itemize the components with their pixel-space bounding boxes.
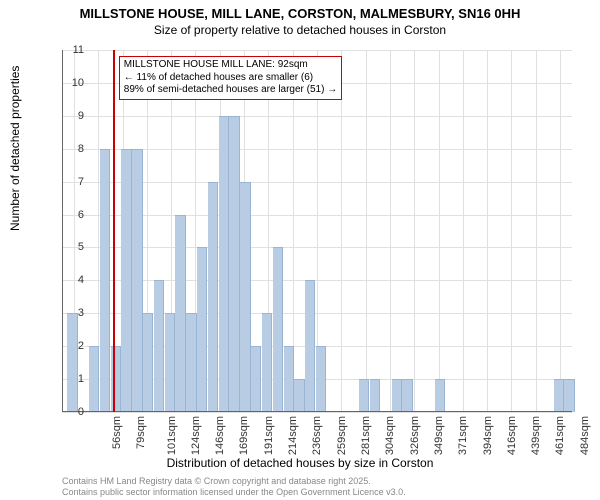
histogram-bar [392,379,402,412]
histogram-bar [359,379,369,412]
histogram-bar [175,215,185,412]
histogram-bar [305,280,315,412]
histogram-bar [316,346,326,412]
histogram-bar [251,346,261,412]
y-tick-label: 10 [72,77,84,89]
y-tick-label: 1 [78,373,84,385]
histogram-bar [197,247,207,412]
x-tick-label: 214sqm [287,416,299,455]
histogram-bar [402,379,412,412]
grid-line-v [439,50,440,412]
grid-line-v [463,50,464,412]
histogram-bar [229,116,239,412]
y-axis-line [62,50,63,412]
grid-line-v [390,50,391,412]
grid-line-v [487,50,488,412]
histogram-bar [143,313,153,412]
x-tick-label: 236sqm [312,416,324,455]
x-axis-label: Distribution of detached houses by size … [0,456,600,470]
y-tick-label: 0 [78,406,84,418]
histogram-bar [89,346,99,412]
grid-line-v [536,50,537,412]
grid-line-h [62,412,572,413]
y-tick-label: 11 [73,44,84,56]
x-tick-label: 349sqm [433,416,445,455]
histogram-bar [154,280,164,412]
x-tick-label: 79sqm [135,416,147,449]
grid-line-v [414,50,415,412]
histogram-bar [554,379,564,412]
x-tick-label: 56sqm [111,416,123,449]
x-tick-label: 146sqm [214,416,226,455]
histogram-bar [67,313,77,412]
x-tick-label: 484sqm [579,416,591,455]
reference-marker-line [113,50,115,412]
footer-line-1: Contains HM Land Registry data © Crown c… [62,476,406,487]
annotation-line-2: ← 11% of detached houses are smaller (6) [124,72,337,85]
histogram-bar [219,116,229,412]
histogram-bar [435,379,445,412]
x-tick-label: 394sqm [482,416,494,455]
x-tick-label: 371sqm [457,416,469,455]
x-tick-label: 169sqm [239,416,251,455]
x-tick-label: 461sqm [555,416,567,455]
histogram-bar [208,182,218,412]
chart-plot-area: MILLSTONE HOUSE MILL LANE: 92sqm← 11% of… [62,50,572,412]
x-tick-label: 259sqm [336,416,348,455]
x-tick-label: 191sqm [263,416,275,455]
annotation-box: MILLSTONE HOUSE MILL LANE: 92sqm← 11% of… [119,56,342,100]
histogram-bar [564,379,574,412]
y-tick-label: 2 [78,340,84,352]
x-tick-label: 326sqm [409,416,421,455]
y-tick-label: 8 [78,143,84,155]
histogram-bar [273,247,283,412]
annotation-line-3: 89% of semi-detached houses are larger (… [124,84,337,97]
x-tick-label: 439sqm [530,416,542,455]
y-tick-label: 4 [78,274,84,286]
grid-line-v [366,50,367,412]
chart-subtitle: Size of property relative to detached ho… [0,21,600,37]
x-axis-line [62,411,572,412]
grid-line-v [341,50,342,412]
annotation-line-1: MILLSTONE HOUSE MILL LANE: 92sqm [124,59,337,72]
y-tick-label: 6 [78,209,84,221]
x-tick-label: 416sqm [506,416,518,455]
x-tick-label: 124sqm [190,416,202,455]
footer-line-2: Contains public sector information licen… [62,487,406,498]
x-tick-label: 101sqm [166,416,178,455]
histogram-bar [121,149,131,412]
chart-title: MILLSTONE HOUSE, MILL LANE, CORSTON, MAL… [0,0,600,21]
histogram-bar [240,182,250,412]
x-tick-label: 304sqm [384,416,396,455]
grid-line-v [511,50,512,412]
y-tick-label: 9 [78,110,84,122]
y-axis-label: Number of detached properties [8,66,22,231]
grid-line-v [560,50,561,412]
y-tick-label: 5 [78,241,84,253]
histogram-bar [132,149,142,412]
histogram-bar [100,149,110,412]
histogram-bar [294,379,304,412]
chart-footer: Contains HM Land Registry data © Crown c… [62,476,406,498]
y-tick-label: 7 [78,176,84,188]
histogram-bar [262,313,272,412]
histogram-bar [370,379,380,412]
y-tick-label: 3 [78,307,84,319]
histogram-bar [165,313,175,412]
histogram-bar [186,313,196,412]
histogram-bar [284,346,294,412]
x-tick-label: 281sqm [360,416,372,455]
